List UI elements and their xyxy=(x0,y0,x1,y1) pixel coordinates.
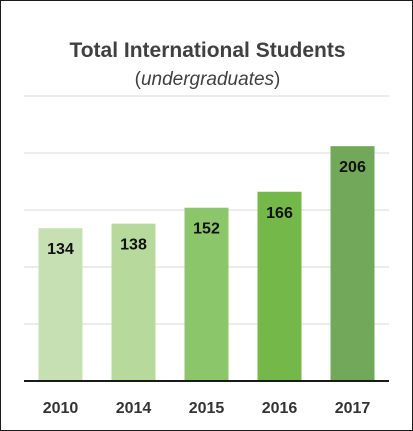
label-layer: 134 138 152 166 206 xyxy=(47,159,366,258)
subtitle-text: undergraduates xyxy=(140,69,275,90)
data-label-2014: 138 xyxy=(120,237,147,254)
x-tick-label-2010: 2010 xyxy=(43,400,79,417)
bar-layer xyxy=(38,146,375,381)
subtitle-open: ( xyxy=(134,69,141,90)
data-label-2010: 134 xyxy=(47,241,74,258)
data-label-2017: 206 xyxy=(339,159,366,176)
chart-subtitle: (undergraduates) xyxy=(1,69,413,91)
x-tick-label-2014: 2014 xyxy=(116,400,152,417)
bar-2015 xyxy=(184,207,229,381)
tick-layer: 2010 2014 2015 2016 2017 xyxy=(24,380,389,417)
x-tick-label-2015: 2015 xyxy=(189,400,225,417)
bar-2014 xyxy=(111,223,156,381)
data-label-2016: 166 xyxy=(266,205,293,222)
bar-2017 xyxy=(330,146,375,381)
chart-title: Total International Students xyxy=(69,39,346,62)
bar-2010 xyxy=(38,228,83,381)
subtitle-close: ) xyxy=(274,69,281,90)
x-tick-label-2016: 2016 xyxy=(262,400,298,417)
data-label-2015: 152 xyxy=(193,221,220,238)
x-tick-label-2017: 2017 xyxy=(335,400,371,417)
bar-2016 xyxy=(257,191,302,381)
